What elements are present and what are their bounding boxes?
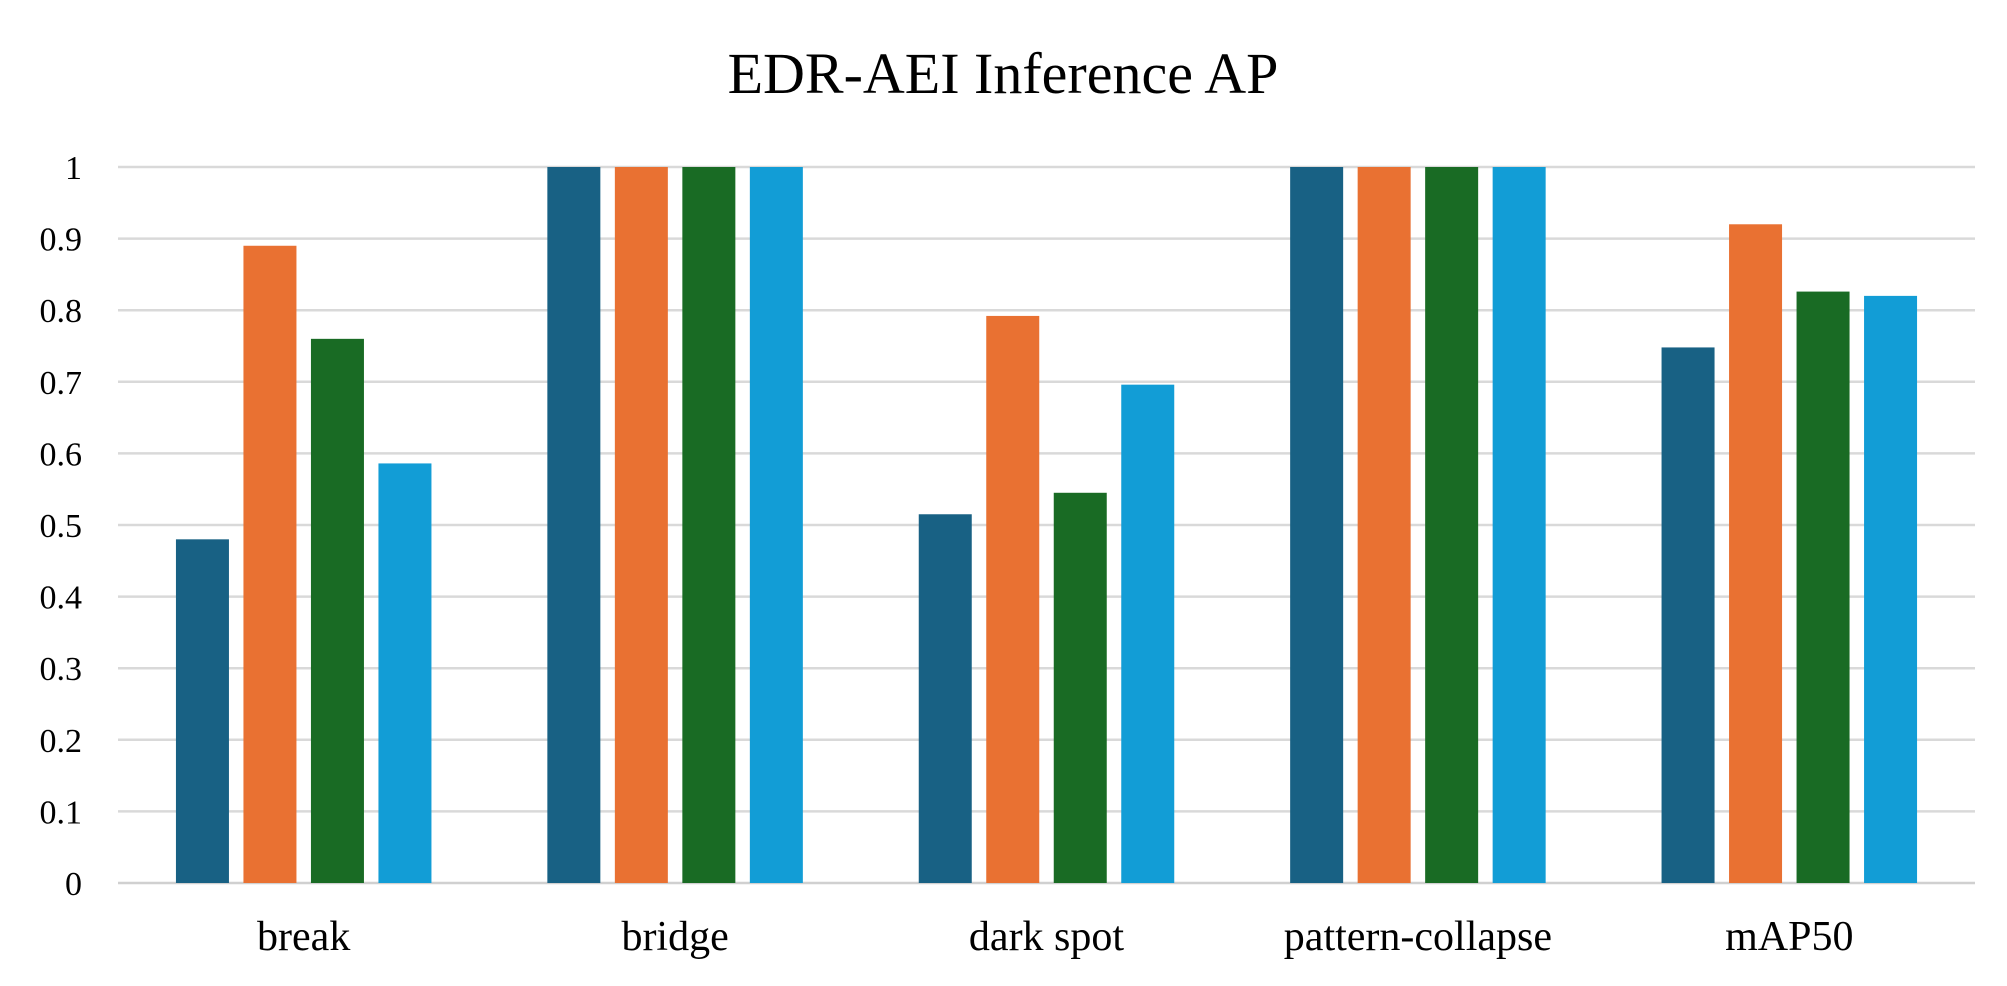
bar-pattern-collapse-series-3 bbox=[1425, 167, 1479, 883]
bar-break-series-3 bbox=[310, 338, 364, 884]
y-tick-label: 0.5 bbox=[40, 508, 83, 545]
y-tick-label: 0.7 bbox=[40, 365, 83, 402]
bar-pattern-collapse-series-1 bbox=[1290, 167, 1344, 883]
bar-dark-spot-series-4 bbox=[1121, 384, 1175, 883]
x-category-label: break bbox=[257, 914, 350, 960]
y-tick-label: 0.1 bbox=[40, 794, 83, 831]
bar-mAP50-series-3 bbox=[1796, 291, 1850, 884]
bar-mAP50-series-2 bbox=[1729, 224, 1783, 883]
bar-bridge-series-2 bbox=[614, 167, 668, 883]
bar-dark-spot-series-3 bbox=[1053, 492, 1107, 883]
y-tick-label: 0.9 bbox=[40, 222, 83, 259]
x-category-label: bridge bbox=[621, 914, 728, 960]
bar-bridge-series-1 bbox=[547, 167, 601, 883]
y-tick-label: 1 bbox=[65, 150, 82, 187]
chart-title: EDR-AEI Inference AP bbox=[728, 41, 1279, 106]
bar-mAP50-series-1 bbox=[1661, 347, 1715, 883]
y-tick-label: 0.6 bbox=[40, 436, 83, 473]
x-category-label: pattern-collapse bbox=[1284, 914, 1552, 960]
x-axis-category-labels: break bridge dark spot pattern-collapse mAP5… bbox=[257, 914, 1853, 960]
y-tick-label: 0.2 bbox=[40, 723, 83, 760]
y-tick-label: 0 bbox=[65, 866, 82, 903]
bar-dark-spot-series-1 bbox=[918, 514, 972, 883]
x-category-label: dark spot bbox=[969, 914, 1124, 960]
bar-break-series-2 bbox=[243, 245, 297, 883]
y-tick-label: 0.4 bbox=[40, 580, 83, 617]
y-tick-label: 0.8 bbox=[40, 293, 83, 330]
bars bbox=[175, 167, 1918, 884]
bar-break-series-4 bbox=[378, 463, 432, 883]
bar-bridge-series-4 bbox=[749, 167, 803, 883]
bar-pattern-collapse-series-2 bbox=[1357, 167, 1411, 883]
bar-mAP50-series-4 bbox=[1864, 295, 1918, 883]
x-category-label: mAP50 bbox=[1725, 914, 1853, 960]
bar-dark-spot-series-2 bbox=[986, 315, 1040, 884]
bar-pattern-collapse-series-4 bbox=[1492, 167, 1546, 883]
bar-bridge-series-3 bbox=[682, 167, 736, 883]
y-tick-label: 0.3 bbox=[40, 651, 83, 688]
bar-break-series-1 bbox=[175, 539, 229, 883]
y-axis-tick-labels: 0 0.1 0.2 0.3 0.4 0.5 0.6 0.7 0.8 0.9 1 bbox=[40, 150, 83, 903]
